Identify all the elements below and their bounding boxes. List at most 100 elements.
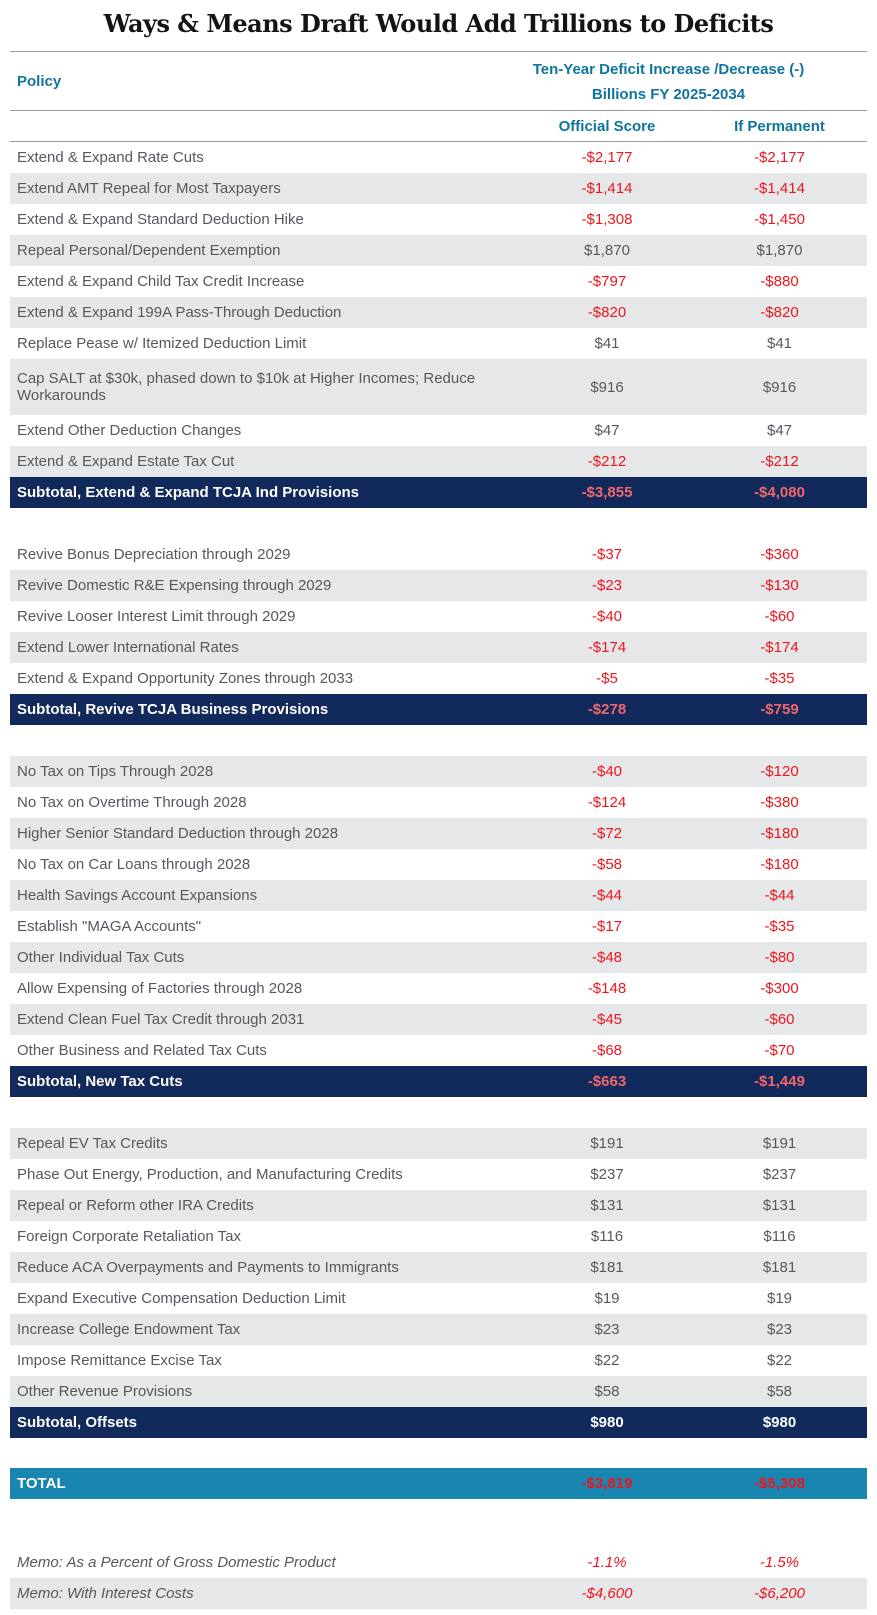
subtotal-row: Subtotal, Revive TCJA Business Provision… [10,694,867,725]
if-permanent-cell: -$35 [764,670,795,687]
policy-cell: Higher Senior Standard Deduction through… [17,825,339,842]
policy-cell: Repeal Personal/Dependent Exemption [17,242,281,259]
official-score-cell: $22 [594,1352,620,1369]
table-row: Higher Senior Standard Deduction through… [10,818,867,849]
if-permanent-cell: -$70 [764,1042,795,1059]
policy-cell: Foreign Corporate Retaliation Tax [17,1228,242,1245]
table-row: Extend & Expand Child Tax Credit Increas… [10,266,867,297]
if-permanent-cell: -$380 [760,794,799,811]
official-score-cell: -$3,855 [581,484,633,501]
policy-cell: Subtotal, Revive TCJA Business Provision… [17,701,329,718]
table-row: Extend Lower International Rates -$174 -$1… [10,632,867,663]
table-row: Extend & Expand Estate Tax Cut -$212 -$212 [10,446,867,477]
policy-cell: Impose Remittance Excise Tax [17,1352,222,1369]
if-permanent-cell: -$1,449 [754,1073,805,1090]
official-score-cell: -$40 [591,608,623,625]
if-permanent-cell: -$1,414 [754,180,805,197]
policy-cell: Health Savings Account Expansions [17,887,258,904]
policy-cell: Other Business and Related Tax Cuts [17,1042,267,1059]
policy-column-header: Policy [17,72,62,90]
table-row: No Tax on Overtime Through 2028 -$124 -$38… [10,787,867,818]
official-score-cell: $58 [594,1383,620,1400]
if-permanent-cell: $22 [766,1352,793,1369]
table-row: Cap SALT at $30k, phased down to $10k at… [10,359,867,415]
policy-cell: Extend & Expand Standard Deduction Hike [17,211,304,228]
if-permanent-cell: -$820 [760,304,799,321]
if-permanent-cell: -$2,177 [754,149,805,166]
official-score-cell: -$72 [591,825,623,842]
policy-cell: Extend & Expand Estate Tax Cut [17,453,235,470]
table-row: Health Savings Account Expansions -$44 -$4… [10,880,867,911]
if-permanent-cell: -$60 [764,1011,795,1028]
table-row: Phase Out Energy, Production, and Manufa… [10,1159,867,1190]
table-row: Extend AMT Repeal for Most Taxpayers -$1,… [10,173,867,204]
official-score-cell: $1,870 [584,242,630,259]
table-row: Repeal Personal/Dependent Exemption $1,87… [10,235,867,266]
if-permanent-column-header: If Permanent [734,117,825,135]
table-row: Revive Looser Interest Limit through 202… [10,601,867,632]
policy-cell: TOTAL [17,1475,66,1492]
memo-row: Memo: As a Percent of Gross Domestic Pro… [10,1547,867,1578]
section-spacer [10,1499,867,1547]
policy-cell: Repeal EV Tax Credits [17,1135,168,1152]
if-permanent-cell: -$360 [760,546,799,563]
policy-cell: Extend & Expand Rate Cuts [17,149,204,166]
official-score-column-header: Official Score [558,117,656,135]
official-score-cell: -$148 [587,980,627,997]
official-score-cell: -$44 [591,887,623,904]
subtotal-row: Subtotal, New Tax Cuts -$663 -$1,449 [10,1066,867,1097]
policy-cell: No Tax on Car Loans through 2028 [17,856,251,873]
page-title: Ways & Means Draft Would Add Trillions t… [103,9,774,38]
policy-cell: Revive Looser Interest Limit through 202… [17,608,296,625]
if-permanent-cell: -$130 [760,577,799,594]
official-score-cell: -$40 [591,763,623,780]
official-score-cell: -$124 [587,794,627,811]
official-score-cell: -$23 [591,577,623,594]
if-permanent-cell: -$1,450 [754,211,805,228]
if-permanent-cell: -$4,080 [754,484,805,501]
if-permanent-cell: -$759 [760,701,799,718]
if-permanent-cell: $191 [762,1135,797,1152]
if-permanent-cell: $237 [762,1166,797,1183]
policy-cell: Replace Pease w/ Itemized Deduction Limi… [17,335,307,352]
table-body: Extend & Expand Rate Cuts -$2,177 -$2,177 E… [10,142,867,1609]
policy-cell: Expand Executive Compensation Deduction … [17,1290,346,1307]
if-permanent-cell: -$120 [760,763,799,780]
if-permanent-cell: $23 [766,1321,793,1338]
if-permanent-cell: $47 [766,422,793,439]
if-permanent-cell: -$44 [764,887,795,904]
if-permanent-cell: -$6,200 [754,1585,805,1602]
value-columns-group-header: Ten-Year Deficit Increase /Decrease (-) … [470,57,867,107]
group-header-line2: Billions FY 2025-2034 [591,86,746,103]
section-spacer [10,1438,867,1468]
table-row: Other Revenue Provisions $58 $58 [10,1376,867,1407]
official-score-cell: $916 [590,378,624,396]
official-score-cell: $131 [590,1197,624,1214]
policy-cell: Revive Bonus Depreciation through 2029 [17,546,291,563]
section-spacer [10,1097,867,1128]
policy-cell: Memo: With Interest Costs [17,1585,194,1602]
if-permanent-cell: -$180 [760,825,799,842]
official-score-cell: $191 [590,1135,624,1152]
section-spacer [10,725,867,756]
official-score-cell: -$4,600 [581,1585,633,1602]
official-score-cell: $116 [590,1228,624,1245]
policy-cell: Extend AMT Repeal for Most Taxpayers [17,180,281,197]
official-score-cell: $19 [594,1290,620,1307]
table-row: Establish "MAGA Accounts" -$17 -$35 [10,911,867,942]
official-score-cell: -$1,308 [581,211,633,228]
policy-cell: Subtotal, Extend & Expand TCJA Ind Provi… [17,484,359,501]
subtotal-row: Subtotal, Offsets $980 $980 [10,1407,867,1438]
official-score-cell: -$212 [587,453,627,470]
table-subheader-row: Official Score If Permanent [10,110,867,142]
table-row: Reduce ACA Overpayments and Payments to … [10,1252,867,1283]
official-score-cell: -$797 [587,273,627,290]
official-score-cell: -$5 [596,670,618,687]
policy-cell: Subtotal, New Tax Cuts [17,1073,183,1090]
table-row: Foreign Corporate Retaliation Tax $116 $11… [10,1221,867,1252]
table-row: Impose Remittance Excise Tax $22 $22 [10,1345,867,1376]
memo-row: Memo: With Interest Costs -$4,600 -$6,200 [10,1578,867,1609]
table-row: Extend & Expand Opportunity Zones throug… [10,663,867,694]
policy-cell: Extend Clean Fuel Tax Credit through 203… [17,1011,305,1028]
table-row: Expand Executive Compensation Deduction … [10,1283,867,1314]
